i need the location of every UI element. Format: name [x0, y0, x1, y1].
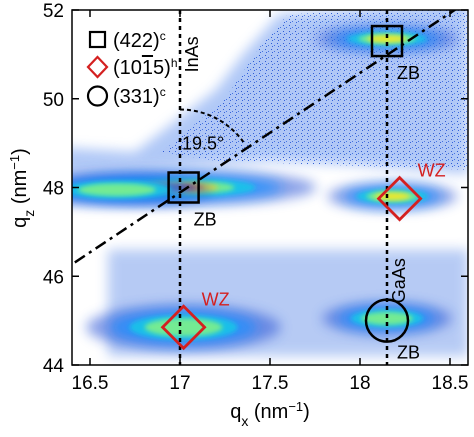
marker-square: [167, 171, 200, 204]
angle-arc: [179, 108, 246, 145]
marker-square: [370, 24, 404, 58]
x-tick-label: 17: [169, 373, 190, 394]
legend-label-331: (331)c: [113, 85, 166, 108]
x-axis-title: qx (nm−1): [230, 399, 310, 430]
legend: (422)c (1015)h (331)c: [86, 29, 178, 108]
marker-diamond: [376, 175, 423, 222]
diagonal-dash-dot-line: [72, 10, 457, 266]
intensity-peak: [361, 312, 413, 325]
legend-symbol-circle: [86, 85, 109, 107]
legend-symbol-square: [88, 30, 107, 49]
intensity-peak: [144, 318, 223, 337]
marker-diamond: [160, 304, 207, 351]
vertical-line-label-inas: InAs: [182, 36, 202, 72]
y-tick-label: 46: [43, 267, 64, 288]
legend-label-422: (422)c: [113, 29, 166, 52]
y-axis-title: qz (nm−1): [7, 148, 38, 228]
marker-label: ZB: [397, 343, 420, 363]
intensity-peak: [78, 183, 156, 197]
y-tick-label: 52: [43, 1, 64, 22]
y-tick-label: 48: [43, 179, 64, 200]
marker-label: ZB: [194, 210, 217, 230]
marker-label: ZB: [397, 63, 420, 83]
x-tick-label: 18.5: [432, 373, 469, 394]
y-tick-label: 50: [43, 90, 64, 111]
legend-symbol-diamond: [86, 55, 109, 79]
angle-label: 19.5°: [182, 134, 224, 154]
y-tick-label: 44: [43, 356, 65, 377]
marker-label: WZ: [418, 161, 446, 181]
marker-label: WZ: [202, 289, 230, 309]
x-tick-label: 16.5: [72, 373, 109, 394]
vertical-line-label-gaas: GaAs: [389, 258, 409, 303]
x-tick-label: 17.5: [252, 373, 289, 394]
intensity-peak: [367, 35, 407, 43]
legend-label-10-15: (1015)h: [113, 56, 178, 79]
marker-circle: [364, 298, 410, 343]
x-tick-label: 18: [349, 373, 370, 394]
